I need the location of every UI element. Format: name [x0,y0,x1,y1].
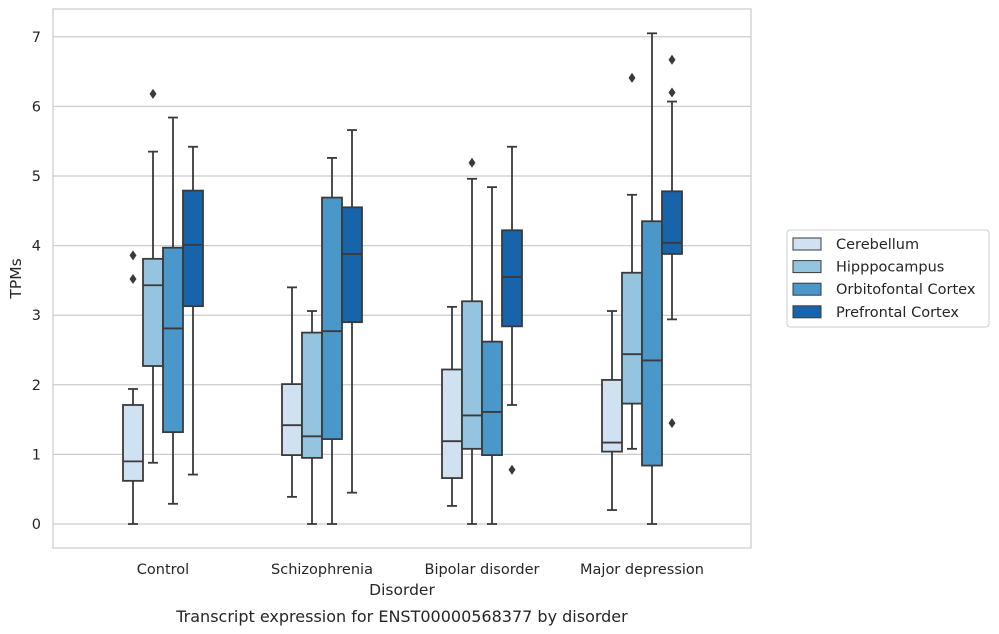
chart-caption: Transcript expression for ENST0000056837… [175,607,628,626]
box-3-2 [641,32,663,525]
box-body [162,246,184,434]
legend-label: Prefrontal Cortex [836,305,959,321]
box-body [122,404,144,482]
box-0-0 [122,250,144,525]
outlier-point [668,418,676,429]
x-axis-ticks: Control Schizophrenia Bipolar disorder Majo… [137,562,704,578]
box-2-2 [481,186,503,525]
box-body [661,190,683,255]
legend-label: Orbitofontal Cortex [836,282,976,298]
box-1-2 [321,157,343,525]
box-3-3 [661,54,683,429]
box-2-0 [441,305,463,507]
box-body [461,300,483,450]
outlier-point [508,464,516,475]
box-0-3 [182,145,204,476]
y-tick-label: 7 [32,30,41,46]
y-tick-label: 1 [32,447,41,463]
outlier-point [149,88,157,99]
legend-swatch [792,237,822,251]
legend: Cerebellum Hipppocampus Orbitofontal Corte… [786,229,990,328]
y-tick-label: 0 [32,517,41,533]
x-tick-label: Major depression [580,562,704,578]
box-2-1 [461,157,483,525]
y-tick-label: 6 [32,99,41,115]
box-body [601,379,623,453]
box-1-3 [341,129,363,494]
box-0-2 [162,116,184,505]
y-tick-label: 4 [32,239,41,255]
box-1-0 [281,286,303,498]
box-body [621,271,643,405]
box-3-0 [601,310,623,511]
box-body [301,331,323,459]
y-tick-label: 3 [32,308,41,324]
box-body [441,368,463,479]
y-axis-label: TPMs [7,258,25,299]
legend-swatch [792,260,822,274]
y-tick-label: 5 [32,169,41,185]
x-tick-label: Schizophrenia [271,562,373,578]
outlier-point [628,72,636,83]
y-axis-ticks: 0 1 2 3 4 5 6 7 [32,30,41,533]
box-body [481,340,503,456]
legend-label: Cerebellum [836,237,919,253]
boxes [122,32,683,525]
box-body [142,257,164,367]
box-2-3 [501,145,523,475]
box-3-1 [621,72,643,450]
box-body [321,196,343,440]
x-tick-label: Control [137,562,189,578]
box-body [341,206,363,324]
outlier-point [129,274,137,285]
legend-swatch [792,282,822,296]
outlier-point [468,157,476,168]
plot-area [52,8,752,549]
x-tick-label: Bipolar disorder [425,562,540,578]
box-body [641,220,663,467]
legend-label: Hipppocampus [836,260,944,276]
box-body [501,229,523,328]
box-1-1 [301,310,323,525]
x-axis-label: Disorder [369,581,435,599]
legend-items: Cerebellum Hipppocampus Orbitofontal Corte… [792,237,976,321]
outlier-point [668,54,676,65]
box-0-1 [142,88,164,464]
box-body [182,189,204,308]
legend-frame [786,229,990,328]
outlier-point [129,250,137,261]
outlier-point [668,87,676,98]
box-body [281,383,303,456]
y-tick-label: 2 [32,378,41,394]
legend-swatch [792,305,822,319]
